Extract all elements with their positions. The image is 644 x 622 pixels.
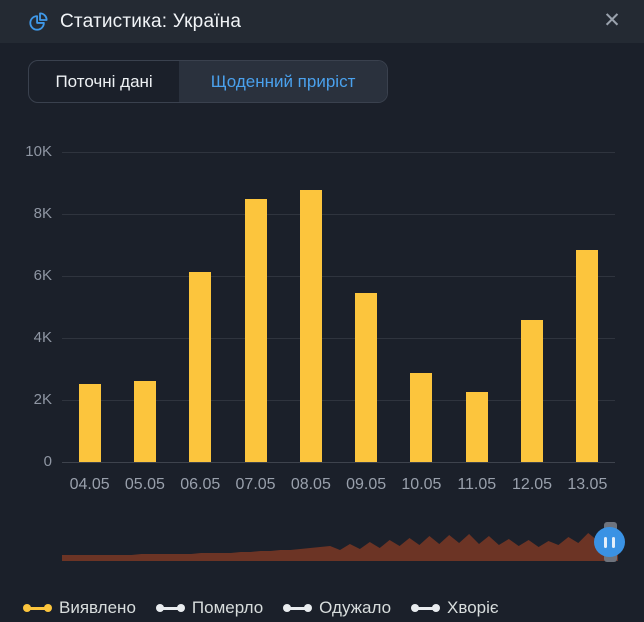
legend-label: Померло [191,598,264,617]
chart-bar[interactable] [189,271,212,462]
y-axis-tick-label: 8K [33,205,52,222]
legend-item[interactable]: Хворіє [411,598,499,618]
legend-icon-part [155,604,164,612]
x-axis-tick-label: 08.05 [290,476,331,493]
chart-legend: Виявлено Померло Одужало Хворіє [23,594,499,622]
tab-current-data[interactable]: Поточні дані [55,71,153,91]
x-axis-tick-label: 06.05 [180,476,221,493]
legend-label: Одужало [319,598,392,617]
legend-dumbbell-icon [283,604,313,612]
stats-pie-icon [29,11,48,31]
x-axis-tick-label: 05.05 [124,476,165,493]
y-axis-tick-label: 2K [33,391,52,408]
legend-icon-part [432,604,441,612]
chart-bar[interactable] [299,190,322,462]
scrubber-grip-bar [604,536,607,548]
chart-scrubber [0,512,644,568]
x-axis-tick-label: 11.05 [457,476,497,493]
tab-bar: Поточні дані Щоденний приріст [28,60,388,103]
y-axis-tick-label: 4K [33,329,52,346]
window-header: Статистика: Україна ✕ [0,0,644,43]
tab-daily-growth[interactable]: Щоденний приріст [179,61,387,102]
gridline [62,214,615,215]
legend-icon-part [176,604,185,612]
legend-dumbbell-icon [155,604,185,612]
gridline [62,400,615,401]
legend-icon-part [44,604,52,612]
legend-icon-part [283,604,292,612]
gridline [62,462,615,463]
chart-bar[interactable] [133,381,156,462]
y-axis-tick-label: 0 [43,453,52,470]
legend-icon-part [411,604,420,612]
close-button[interactable]: ✕ [596,5,628,37]
legend-icon-part [304,604,313,612]
x-axis-tick-label: 09.05 [346,476,387,493]
gridline [62,338,615,339]
legend-dumbbell-icon [23,604,52,612]
chart-bar[interactable] [521,320,544,462]
x-axis-tick-label: 10.05 [401,476,442,493]
scrubber-grip-bar [612,536,615,548]
chart-bar[interactable] [244,199,267,462]
legend-label: Виявлено [59,598,136,617]
overview-area-chart[interactable] [62,519,618,562]
gridline [62,152,615,153]
chart-bar[interactable] [78,383,101,462]
x-axis-tick-label: 04.05 [69,476,110,493]
legend-icon-part [418,606,434,610]
x-axis-tick-label: 07.05 [235,476,276,493]
chart-bar[interactable] [355,293,378,462]
window-title: Статистика: Україна [60,10,242,32]
chart-bar[interactable] [465,391,488,462]
x-axis-tick-label: 12.05 [512,476,553,493]
y-axis-tick-label: 6K [33,267,52,284]
daily-growth-bar-chart: 0 2K 4K 6K 8K 10K 04.05 05.05 06.05 07.05 08.05 09.… [0,130,644,510]
legend-icon-part [23,604,31,612]
legend-label: Хворіє [447,598,499,617]
legend-icon-part [162,606,178,610]
scrubber-handle[interactable] [594,527,625,557]
y-axis-tick-label: 10K [25,143,52,160]
x-axis-tick-label: 13.05 [567,476,608,493]
legend-icon-part [30,606,45,610]
legend-item[interactable]: Виявлено [23,598,136,618]
chart-bar[interactable] [576,249,599,462]
legend-dumbbell-icon [411,604,441,612]
gridline [62,276,615,277]
legend-item[interactable]: Померло [155,598,264,618]
legend-icon-part [290,606,306,610]
legend-item[interactable]: Одужало [283,598,391,618]
chart-bar[interactable] [410,373,433,462]
